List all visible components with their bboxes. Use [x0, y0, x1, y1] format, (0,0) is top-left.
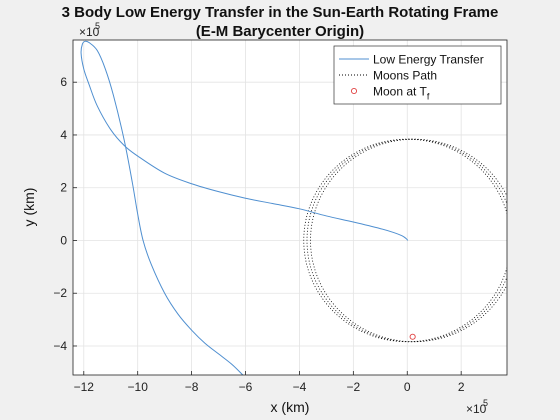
legend-box: [333, 45, 502, 105]
x-exponent: ×10 5: [466, 398, 488, 416]
legend-label-moon-tf: Moon at Tf: [373, 85, 430, 102]
x-tick-label: −2: [347, 380, 361, 394]
legend: Low Energy Transfer Moons Path Moon at T…: [333, 45, 502, 105]
low-energy-transfer-line: [80, 40, 409, 375]
moons-path-line: [310, 138, 507, 343]
x-tick-label: −6: [239, 380, 253, 394]
y-axis-label: y (km): [21, 188, 37, 227]
tick-layer: −12 −10 −8 −6 −4 −2 0 2 −4 −2 0 2 4 6: [53, 75, 465, 394]
plot-frame: [72, 39, 508, 376]
moons-path-line: [306, 138, 507, 343]
y-exponent: ×10 5: [79, 21, 100, 39]
y-tick-label: −4: [53, 339, 67, 353]
legend-label-moon-tf-subscript: f: [427, 92, 430, 102]
y-tick-label: 0: [60, 233, 67, 247]
x-tick-label: −4: [293, 380, 307, 394]
legend-label-moons-path: Moons Path: [373, 69, 437, 83]
x-tick-label: −10: [128, 380, 149, 394]
x-tick-label: −8: [185, 380, 199, 394]
x-exponent-base: ×10: [466, 402, 487, 416]
data-layer: [80, 40, 507, 375]
moon-at-tf-marker: [409, 333, 416, 340]
x-tick-label: 0: [404, 380, 411, 394]
chart-title-line1: 3 Body Low Energy Transfer in the Sun-Ea…: [61, 4, 499, 21]
x-axis-label: x (km): [271, 399, 310, 415]
chart-title-line2: (E-M Barycenter Origin): [195, 23, 365, 40]
y-exponent-base: ×10: [79, 25, 100, 39]
legend-swatch-moon-tf: [350, 87, 358, 95]
x-tick-label: 2: [458, 380, 465, 394]
y-tick-label: 6: [60, 75, 67, 89]
moons-path-line: [303, 138, 507, 343]
legend-label-transfer: Low Energy Transfer: [373, 53, 484, 67]
x-exponent-power: 5: [483, 398, 488, 408]
y-tick-label: 2: [60, 181, 67, 195]
legend-label-moon-tf-main: Moon at T: [373, 85, 427, 99]
y-tick-label: −2: [53, 286, 67, 300]
x-tick-label: −12: [74, 380, 95, 394]
y-exponent-power: 5: [95, 21, 100, 31]
y-tick-label: 4: [60, 128, 67, 142]
